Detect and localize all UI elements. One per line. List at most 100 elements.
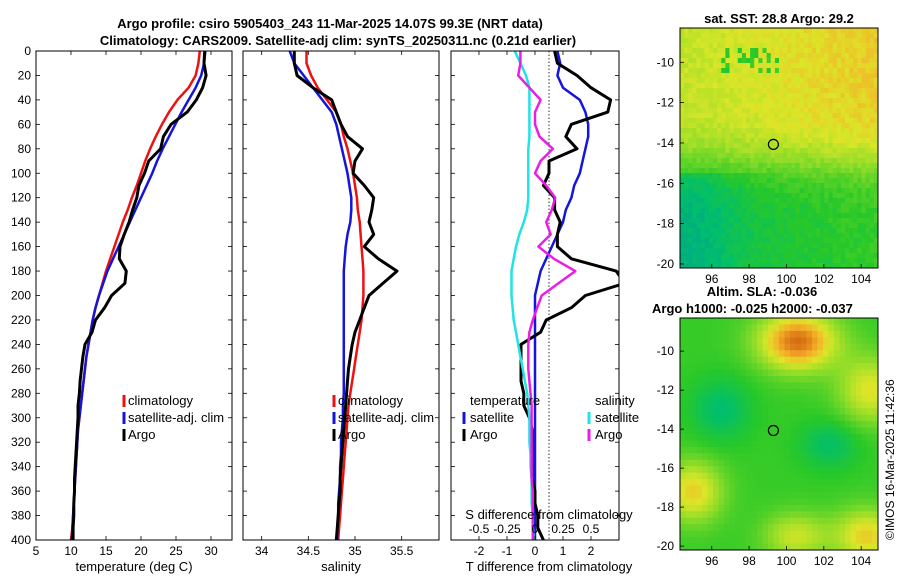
heatmap-cell xyxy=(724,356,731,364)
heatmap-cell xyxy=(856,517,863,525)
heatmap-cell xyxy=(839,440,846,448)
heatmap-cell xyxy=(853,203,858,209)
heatmap-cell xyxy=(865,228,871,234)
heatmap-cell xyxy=(812,543,819,550)
heatmap-cell xyxy=(704,133,710,139)
heatmap-cell xyxy=(766,148,772,154)
heatmap-cell xyxy=(857,33,863,39)
heatmap-cell xyxy=(834,363,841,371)
heatmap-cell xyxy=(856,324,863,332)
heatmap-cell xyxy=(735,453,742,461)
heatmap-cell xyxy=(790,363,797,371)
heatmap-cell xyxy=(770,133,776,139)
heatmap-cell xyxy=(872,408,878,416)
heatmap-cell xyxy=(684,148,689,154)
heatmap-cell xyxy=(828,68,834,74)
heatmap-cell xyxy=(783,173,788,179)
heatmap-cell xyxy=(754,178,759,184)
heatmap-cell xyxy=(758,233,764,239)
heatmap-cell xyxy=(740,363,747,371)
heatmap-cell xyxy=(774,213,780,219)
heatmap-cell xyxy=(691,421,698,429)
heatmap-cell xyxy=(680,524,687,532)
heatmap-cell xyxy=(766,113,772,119)
heatmap-cell xyxy=(702,504,709,512)
heatmap-cell xyxy=(817,492,824,500)
heatmap-cell xyxy=(869,173,875,179)
heatmap-cell xyxy=(718,440,725,448)
heatmap-cell xyxy=(733,118,739,124)
heatmap-cell xyxy=(741,248,747,254)
heatmap-cell xyxy=(849,88,854,94)
heatmap-cell xyxy=(684,73,689,79)
heatmap-cell xyxy=(758,213,764,219)
heatmap-cell xyxy=(721,63,726,69)
heatmap-cell xyxy=(795,83,801,89)
heatmap-cell xyxy=(746,138,751,144)
heatmap-cell xyxy=(853,263,858,268)
heatmap-cell xyxy=(700,148,706,154)
heatmap-cell xyxy=(820,33,825,39)
heatmap-cell xyxy=(790,511,797,519)
heatmap-cell xyxy=(857,188,863,194)
heatmap-cell xyxy=(795,408,802,416)
heatmap-cell xyxy=(725,258,731,264)
heatmap-cell xyxy=(869,253,875,259)
heatmap-cell xyxy=(707,369,714,377)
y-tick-label: -16 xyxy=(657,461,675,475)
heatmap-cell xyxy=(850,408,857,416)
heatmap-cell xyxy=(757,459,764,467)
heatmap-cell xyxy=(754,188,759,194)
heatmap-cell xyxy=(707,530,714,538)
heatmap-cell xyxy=(812,123,817,129)
heatmap-cell xyxy=(784,408,791,416)
heatmap-cell xyxy=(873,208,878,214)
y-tick-label: -12 xyxy=(657,383,675,397)
heatmap-cell xyxy=(766,198,772,204)
heatmap-cell xyxy=(751,337,758,345)
heatmap-cell xyxy=(717,173,722,179)
heatmap-cell xyxy=(816,148,821,154)
heatmap-cell xyxy=(758,138,764,144)
heatmap-cell xyxy=(856,414,863,422)
heatmap-cell xyxy=(836,238,842,244)
heatmap-cell xyxy=(779,530,786,538)
heatmap-cell xyxy=(828,28,834,34)
heatmap-cell xyxy=(857,173,863,179)
heatmap-cell xyxy=(840,233,846,239)
heatmap-cell xyxy=(823,395,830,403)
heatmap-cell xyxy=(762,466,769,474)
heatmap-cell xyxy=(713,356,720,364)
heatmap-cell xyxy=(696,178,702,184)
heatmap-cell xyxy=(708,163,714,169)
heatmap-cell xyxy=(692,138,698,144)
heatmap-cell xyxy=(707,524,714,532)
heatmap-cell xyxy=(872,472,878,480)
heatmap-cell xyxy=(700,93,706,99)
heatmap-cell xyxy=(773,446,780,454)
heatmap-cell xyxy=(729,238,735,244)
heatmap-cell xyxy=(766,128,772,134)
heatmap-cell xyxy=(836,188,842,194)
heatmap-cell xyxy=(735,511,742,519)
heatmap-cell xyxy=(812,537,819,545)
heatmap-cell xyxy=(696,213,702,219)
heatmap-cell xyxy=(746,453,753,461)
heatmap-cell xyxy=(834,485,841,493)
heatmap-cell xyxy=(684,208,689,214)
heatmap-cell xyxy=(680,356,687,364)
heatmap-cell xyxy=(696,543,703,550)
heatmap-cell xyxy=(850,427,857,435)
heatmap-cell xyxy=(795,158,801,164)
heatmap-cell xyxy=(770,213,776,219)
heatmap-cell xyxy=(729,479,736,487)
heatmap-cell xyxy=(799,238,805,244)
heatmap-cell xyxy=(696,133,702,139)
heatmap-cell xyxy=(685,382,692,390)
heatmap-cell xyxy=(696,492,703,500)
heatmap-cell xyxy=(746,123,751,129)
heatmap-cell xyxy=(733,233,739,239)
heatmap-cell xyxy=(725,98,731,104)
heatmap-cell xyxy=(836,103,842,109)
heatmap-cell xyxy=(779,148,784,154)
